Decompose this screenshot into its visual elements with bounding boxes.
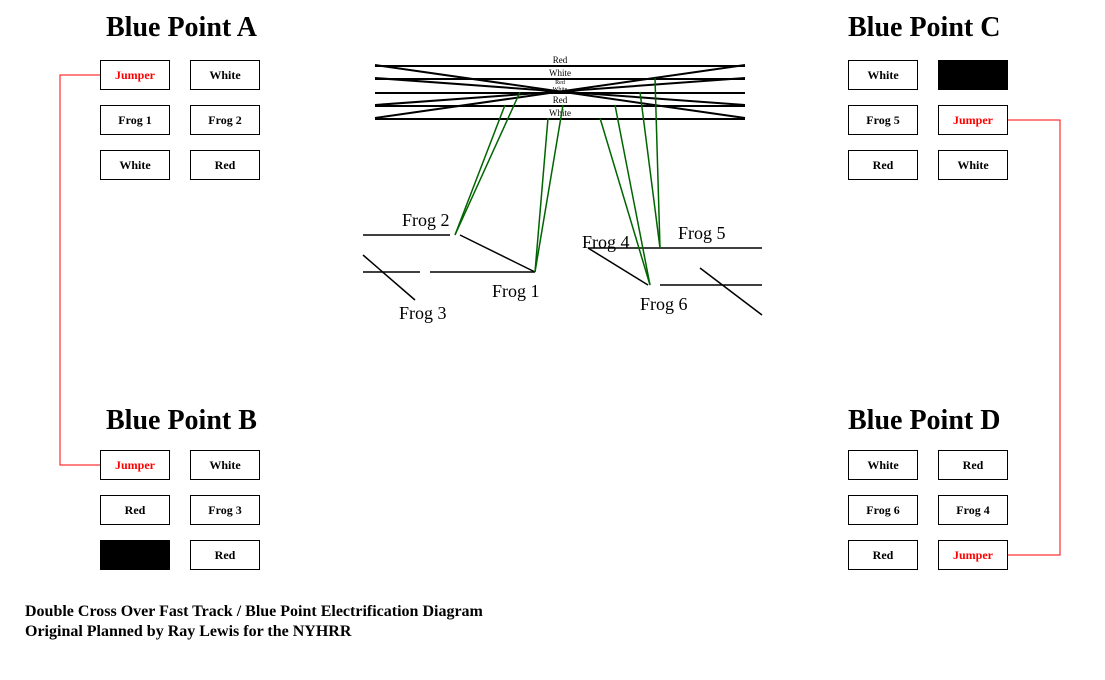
cell-C-3-1: Red <box>848 150 918 180</box>
cell-D-3-1: Red <box>848 540 918 570</box>
cell-D-2-1: Frog 6 <box>848 495 918 525</box>
caption-line2: Original Planned by Ray Lewis for the NY… <box>25 622 483 642</box>
group-d-title: Blue Point D <box>848 405 1000 437</box>
frog-label-0: Frog 2 <box>402 210 450 231</box>
cell-A-3-2: Red <box>190 150 260 180</box>
cell-A-3-1: White <box>100 150 170 180</box>
rail-4 <box>375 118 745 120</box>
rail-label-1: White <box>549 68 571 78</box>
cell-A-1-1: Jumper <box>100 60 170 90</box>
cell-D-1-2: Red <box>938 450 1008 480</box>
group-c-title: Blue Point C <box>848 12 1000 44</box>
rail-label-3: White <box>553 87 568 93</box>
rail-label-5: White <box>549 108 571 118</box>
cell-B-3-1 <box>100 540 170 570</box>
caption-line1: Double Cross Over Fast Track / Blue Poin… <box>25 602 483 622</box>
group-a-title: Blue Point A <box>106 12 257 44</box>
cell-D-2-2: Frog 4 <box>938 495 1008 525</box>
cell-C-1-1: White <box>848 60 918 90</box>
rail-label-0: Red <box>553 55 568 65</box>
frog-label-1: Frog 1 <box>492 281 540 302</box>
cell-C-3-2: White <box>938 150 1008 180</box>
rail-3 <box>375 105 745 107</box>
cell-A-2-2: Frog 2 <box>190 105 260 135</box>
cell-D-1-1: White <box>848 450 918 480</box>
frog-label-3: Frog 4 <box>582 232 630 253</box>
rail-0 <box>375 65 745 67</box>
cell-B-2-1: Red <box>100 495 170 525</box>
cell-A-2-1: Frog 1 <box>100 105 170 135</box>
frog-label-5: Frog 6 <box>640 294 688 315</box>
cell-C-2-1: Frog 5 <box>848 105 918 135</box>
caption: Double Cross Over Fast Track / Blue Poin… <box>25 602 483 642</box>
cell-B-1-1: Jumper <box>100 450 170 480</box>
cell-D-3-2: Jumper <box>938 540 1008 570</box>
frog-label-2: Frog 3 <box>399 303 447 324</box>
group-b-title: Blue Point B <box>106 405 257 437</box>
cell-B-3-2: Red <box>190 540 260 570</box>
cell-B-2-2: Frog 3 <box>190 495 260 525</box>
cell-C-2-2: Jumper <box>938 105 1008 135</box>
rail-label-4: Red <box>553 95 568 105</box>
cell-C-1-2 <box>938 60 1008 90</box>
cell-B-1-2: White <box>190 450 260 480</box>
cell-A-1-2: White <box>190 60 260 90</box>
rail-label-2: Red <box>555 80 565 86</box>
frog-label-4: Frog 5 <box>678 223 726 244</box>
